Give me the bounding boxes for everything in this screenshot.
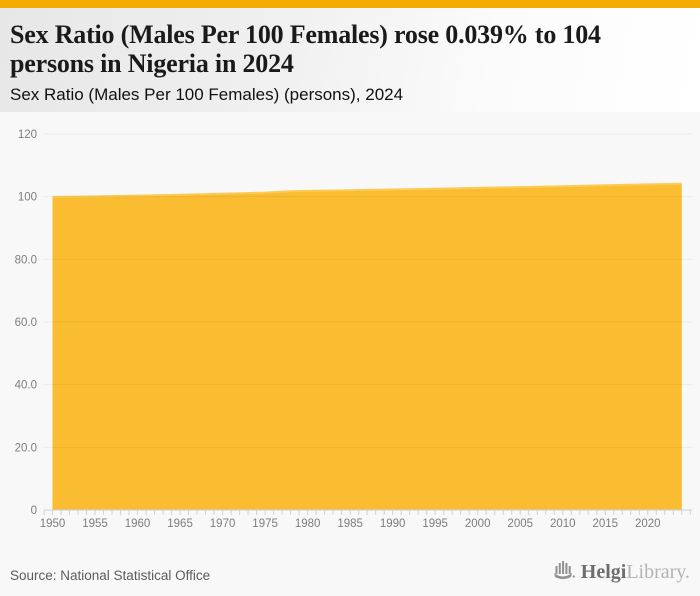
y-axis-tick-label: 20.0 [15, 442, 37, 454]
brand-text: HelgiLibrary. [581, 562, 690, 582]
brand-primary: Helgi [580, 560, 627, 583]
x-axis-tick-label: 1965 [167, 518, 193, 530]
source-note: Source: National Statistical Office [10, 568, 211, 583]
area-series [52, 183, 682, 511]
area-series-edge [52, 182, 682, 198]
x-axis-tick-label: 2020 [635, 518, 661, 530]
x-axis-tick-label: 1980 [295, 518, 321, 530]
brand-secondary: Library. [626, 560, 690, 583]
x-axis-tick-label: 2000 [465, 518, 491, 530]
x-axis-tick-label: 1995 [422, 518, 448, 530]
y-axis-tick-label: 120 [18, 129, 37, 141]
x-axis-tick-label: 2010 [550, 518, 576, 530]
x-axis-tick-label: 1955 [82, 518, 108, 530]
x-axis-tick-label: 2005 [507, 518, 533, 530]
y-axis-tick-label: 60.0 [15, 317, 37, 329]
page-title: Sex Ratio (Males Per 100 Females) rose 0… [10, 20, 601, 79]
area-chart: 0 20.0 40.0 60.0 80.0 100 120 1950 1955 1960 1965 1… [0, 112, 700, 545]
y-axis-tick-label: 40.0 [15, 380, 37, 392]
y-axis-tick-label: 0 [31, 505, 37, 517]
y-axis-tick-label: 100 [18, 192, 37, 204]
x-axis-tick-label: 2015 [592, 518, 618, 530]
chart-svg: 0 20.0 40.0 60.0 80.0 100 120 1950 1955 1960 1965 1… [15, 129, 692, 530]
helgi-bars-icon [552, 558, 576, 585]
chart-footer: Source: National Statistical Office Helg… [0, 552, 700, 596]
chart-subtitle: Sex Ratio (Males Per 100 Females) (perso… [10, 84, 404, 104]
x-axis-tick-label: 1985 [337, 518, 363, 530]
accent-topbar [0, 0, 700, 8]
x-axis-tick-label: 1990 [380, 518, 406, 530]
helgi-library-logo: HelgiLibrary. [552, 558, 690, 585]
x-axis-tick-label: 1970 [210, 518, 236, 530]
chart-header: Sex Ratio (Males Per 100 Females) rose 0… [0, 8, 700, 112]
x-axis-tick-label: 1950 [40, 518, 66, 530]
y-axis-tick-label: 80.0 [15, 254, 37, 266]
x-axis-tick-label: 1975 [252, 518, 278, 530]
x-axis-tick-label: 1960 [125, 518, 151, 530]
